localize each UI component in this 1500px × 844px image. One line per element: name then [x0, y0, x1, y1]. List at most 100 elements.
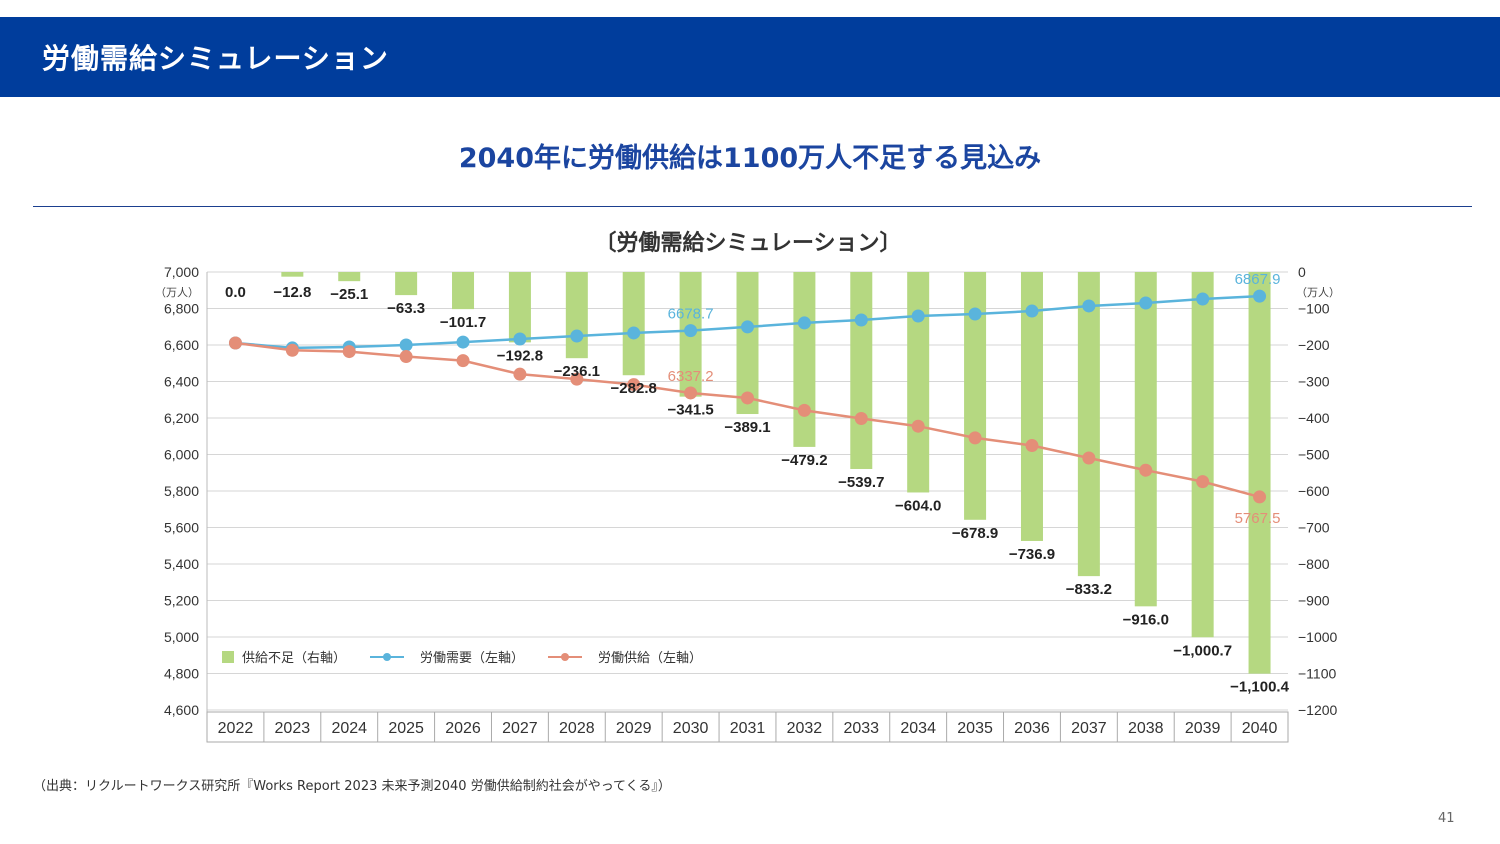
demand-point	[570, 329, 584, 343]
right-tick-label: −1000	[1298, 629, 1338, 645]
demand-value-label: 6678.7	[668, 306, 714, 323]
supply-point	[285, 343, 299, 357]
supply-point	[1025, 439, 1039, 453]
demand-point	[854, 313, 868, 327]
right-tick-label: −500	[1298, 447, 1330, 463]
right-tick-label: −200	[1298, 337, 1330, 353]
legend-label-shortage: 供給不足（右軸）	[242, 650, 346, 665]
supply-point	[1253, 490, 1267, 504]
right-tick-label: −1100	[1298, 666, 1336, 682]
supply-point	[741, 391, 754, 405]
shortage-label: −479.2	[781, 452, 827, 469]
shortage-label: −341.5	[667, 402, 713, 419]
demand-value-label: 6867.9	[1235, 271, 1281, 288]
supply-point	[684, 386, 698, 400]
x-tick-label: 2033	[843, 720, 879, 737]
legend-label-demand: 労働需要（左軸）	[420, 650, 524, 665]
x-tick-label: 2036	[1014, 720, 1050, 737]
shortage-bar	[1077, 272, 1100, 577]
left-tick-label: 5,400	[164, 556, 199, 572]
demand-point	[627, 326, 641, 340]
shortage-label: −1,000.7	[1173, 642, 1232, 659]
x-tick-label: 2034	[900, 720, 936, 737]
x-tick-label: 2025	[388, 720, 424, 737]
demand-point	[741, 320, 754, 334]
shortage-label: 0.0	[225, 284, 246, 301]
shortage-label: −604.0	[895, 497, 941, 514]
supply-point	[627, 378, 641, 392]
chart-title: 〔労働需給シミュレーション〕	[594, 230, 901, 255]
shortage-bar	[1134, 272, 1157, 607]
left-tick-label: 5,000	[164, 629, 199, 645]
shortage-label: −833.2	[1066, 581, 1112, 598]
right-tick-label: −600	[1298, 483, 1330, 499]
supply-point	[570, 372, 584, 386]
left-tick-label: 7,000	[164, 264, 199, 280]
shortage-label: −12.8	[273, 284, 311, 301]
x-tick-label: 2028	[559, 720, 595, 737]
shortage-label: −63.3	[387, 300, 425, 317]
demand-point	[911, 309, 925, 323]
left-tick-label: 6,200	[164, 410, 199, 426]
supply-value-label: 5767.5	[1235, 510, 1281, 527]
x-tick-label: 2038	[1128, 720, 1164, 737]
demand-point	[797, 316, 811, 330]
left-tick-label: 4,800	[164, 666, 199, 682]
x-tick-label: 2037	[1071, 720, 1107, 737]
supply-point	[854, 411, 868, 425]
demand-point	[456, 335, 470, 349]
legend-marker-demand	[383, 653, 391, 661]
slide-subtitle: 2040年に労働供給は1100万人不足する見込み	[458, 143, 1042, 174]
shortage-bar	[850, 272, 873, 469]
shortage-label: −1,100.4	[1230, 679, 1289, 696]
divider	[33, 206, 1472, 207]
shortage-bar	[793, 272, 816, 447]
shortage-bar	[395, 272, 418, 296]
x-tick-label: 2040	[1242, 720, 1278, 737]
shortage-label: −389.1	[724, 419, 770, 436]
x-tick-label: 2022	[218, 720, 254, 737]
left-tick-label: 6,000	[164, 447, 199, 463]
shortage-label: −282.8	[611, 380, 657, 397]
right-tick-label: −300	[1298, 374, 1330, 390]
source-note: （出典：リクルートワークス研究所『Works Report 2023 未来予測2…	[33, 779, 671, 794]
legend-swatch-shortage	[222, 651, 234, 663]
supply-point	[456, 354, 470, 368]
legend-marker-supply	[561, 653, 569, 661]
shortage-label: −192.8	[497, 347, 543, 364]
right-tick-label: −800	[1298, 556, 1330, 572]
supply-point	[1082, 451, 1096, 465]
shortage-label: −539.7	[838, 474, 884, 491]
right-tick-label: −900	[1298, 593, 1330, 609]
left-tick-label: 6,400	[164, 374, 199, 390]
legend-label-supply: 労働供給（左軸）	[598, 650, 702, 665]
left-tick-label: 4,600	[164, 702, 199, 718]
shortage-bar	[964, 272, 987, 520]
demand-point	[968, 307, 982, 321]
header-title: 労働需給シミュレーション	[42, 42, 389, 75]
shortage-bar	[338, 272, 361, 282]
x-tick-label: 2031	[730, 720, 766, 737]
right-tick-label: −100	[1298, 301, 1330, 317]
demand-point	[1253, 289, 1267, 303]
x-tick-label: 2029	[616, 720, 652, 737]
shortage-label: −236.1	[554, 363, 600, 380]
shortage-bar	[508, 272, 531, 343]
right-tick-label: −1200	[1298, 702, 1338, 718]
supply-point	[342, 345, 356, 359]
right-tick-label: −700	[1298, 520, 1330, 536]
left-axis-unit: （万人）	[155, 286, 199, 299]
shortage-bar	[907, 272, 930, 493]
page-number: 41	[1438, 811, 1455, 826]
shortage-bar	[736, 272, 759, 415]
shortage-bar	[1248, 272, 1271, 674]
left-tick-label: 5,800	[164, 483, 199, 499]
x-tick-label: 2032	[787, 720, 823, 737]
supply-point	[399, 350, 413, 364]
supply-point	[797, 403, 811, 417]
shortage-bar	[1191, 272, 1214, 638]
demand-point	[399, 338, 413, 352]
shortage-bar	[622, 272, 645, 376]
